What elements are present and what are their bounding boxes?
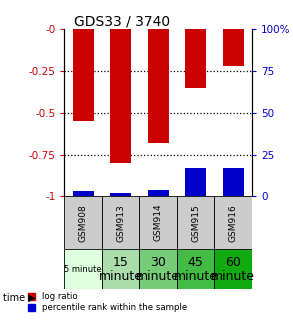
Bar — [110, 193, 131, 197]
Bar — [102, 197, 139, 249]
Text: 30
minute: 30 minute — [136, 256, 180, 283]
Bar — [177, 249, 214, 289]
Text: 60
minute: 60 minute — [211, 256, 255, 283]
Text: 45
minute: 45 minute — [174, 256, 218, 283]
Bar — [214, 197, 252, 249]
Bar — [73, 191, 93, 197]
Text: 5 minute: 5 minute — [64, 265, 102, 274]
Text: GSM908: GSM908 — [79, 204, 88, 242]
Bar — [214, 249, 252, 289]
Text: time ▶: time ▶ — [3, 293, 36, 302]
Legend: log ratio, percentile rank within the sample: log ratio, percentile rank within the sa… — [28, 292, 188, 312]
Bar — [185, 168, 206, 197]
Bar — [148, 29, 168, 143]
Bar — [223, 168, 243, 197]
Bar — [64, 197, 102, 249]
Bar — [177, 197, 214, 249]
Bar — [73, 29, 93, 121]
Text: 15
minute: 15 minute — [99, 256, 143, 283]
Bar — [223, 29, 243, 66]
Bar — [139, 249, 177, 289]
Bar — [110, 29, 131, 163]
Bar — [185, 29, 206, 88]
Bar — [64, 249, 102, 289]
Text: GSM913: GSM913 — [116, 204, 125, 242]
Bar — [139, 197, 177, 249]
Bar — [102, 249, 139, 289]
Text: GSM914: GSM914 — [154, 204, 163, 241]
Bar — [148, 190, 168, 197]
Text: GSM916: GSM916 — [229, 204, 238, 242]
Text: GDS33 / 3740: GDS33 / 3740 — [74, 14, 170, 28]
Text: GSM915: GSM915 — [191, 204, 200, 242]
